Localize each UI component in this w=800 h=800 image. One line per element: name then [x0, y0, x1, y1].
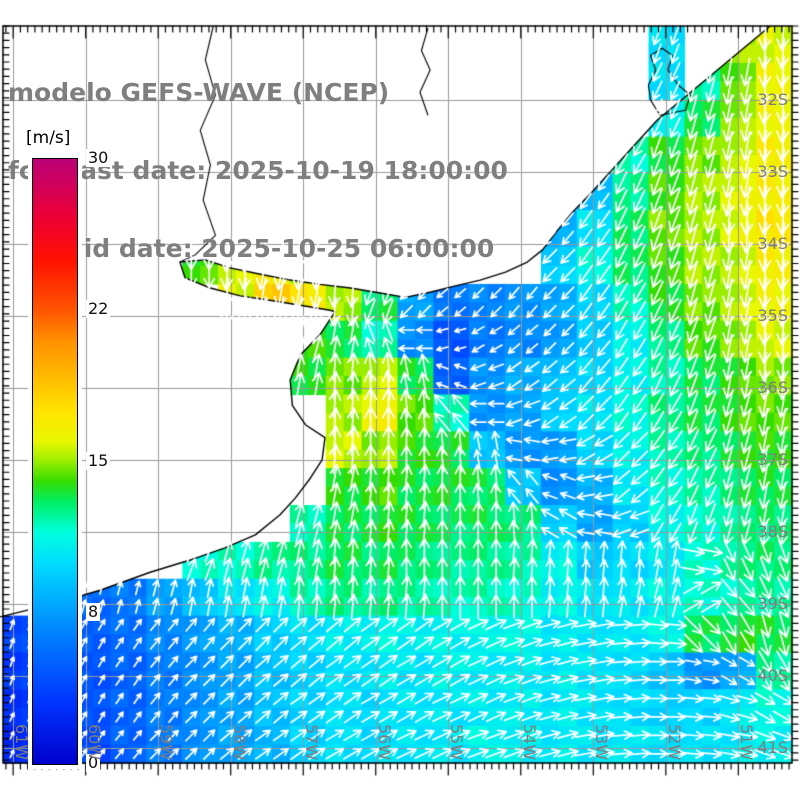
lon-label: 59W: [157, 724, 177, 761]
colorbar-tick-label: 22: [86, 299, 111, 319]
colorbar-tick-label: 30: [86, 148, 111, 167]
lon-label: 51W: [737, 724, 757, 761]
lat-label: 35S: [757, 306, 788, 326]
lat-label: 37S: [757, 449, 788, 469]
lon-label: 52W: [664, 724, 684, 761]
colorbar-tick-label: 0: [86, 753, 101, 772]
lon-label: 58W: [229, 724, 249, 761]
lat-label: 39S: [757, 593, 788, 613]
lon-label: 60W: [84, 724, 104, 761]
lon-label: 56W: [374, 724, 394, 761]
lon-label: 54W: [519, 724, 539, 761]
lat-label: 41S: [757, 737, 788, 757]
colorbar-tick-label: 8: [86, 601, 101, 621]
lon-label: 61W: [12, 724, 32, 761]
colorbar-tick-label: 15: [86, 450, 111, 470]
lat-label: 34S: [757, 234, 788, 254]
lat-label: 38S: [757, 521, 788, 541]
colorbar-unit-label: [m/s]: [24, 128, 73, 148]
lon-label: 57W: [302, 724, 322, 761]
colorbar: [32, 158, 78, 765]
lat-label: 32S: [757, 90, 788, 110]
lat-label: 33S: [757, 162, 788, 182]
lat-label: 36S: [757, 378, 788, 398]
lon-label: 55W: [447, 724, 467, 761]
lat-label: 40S: [757, 665, 788, 685]
lon-label: 53W: [592, 724, 612, 761]
